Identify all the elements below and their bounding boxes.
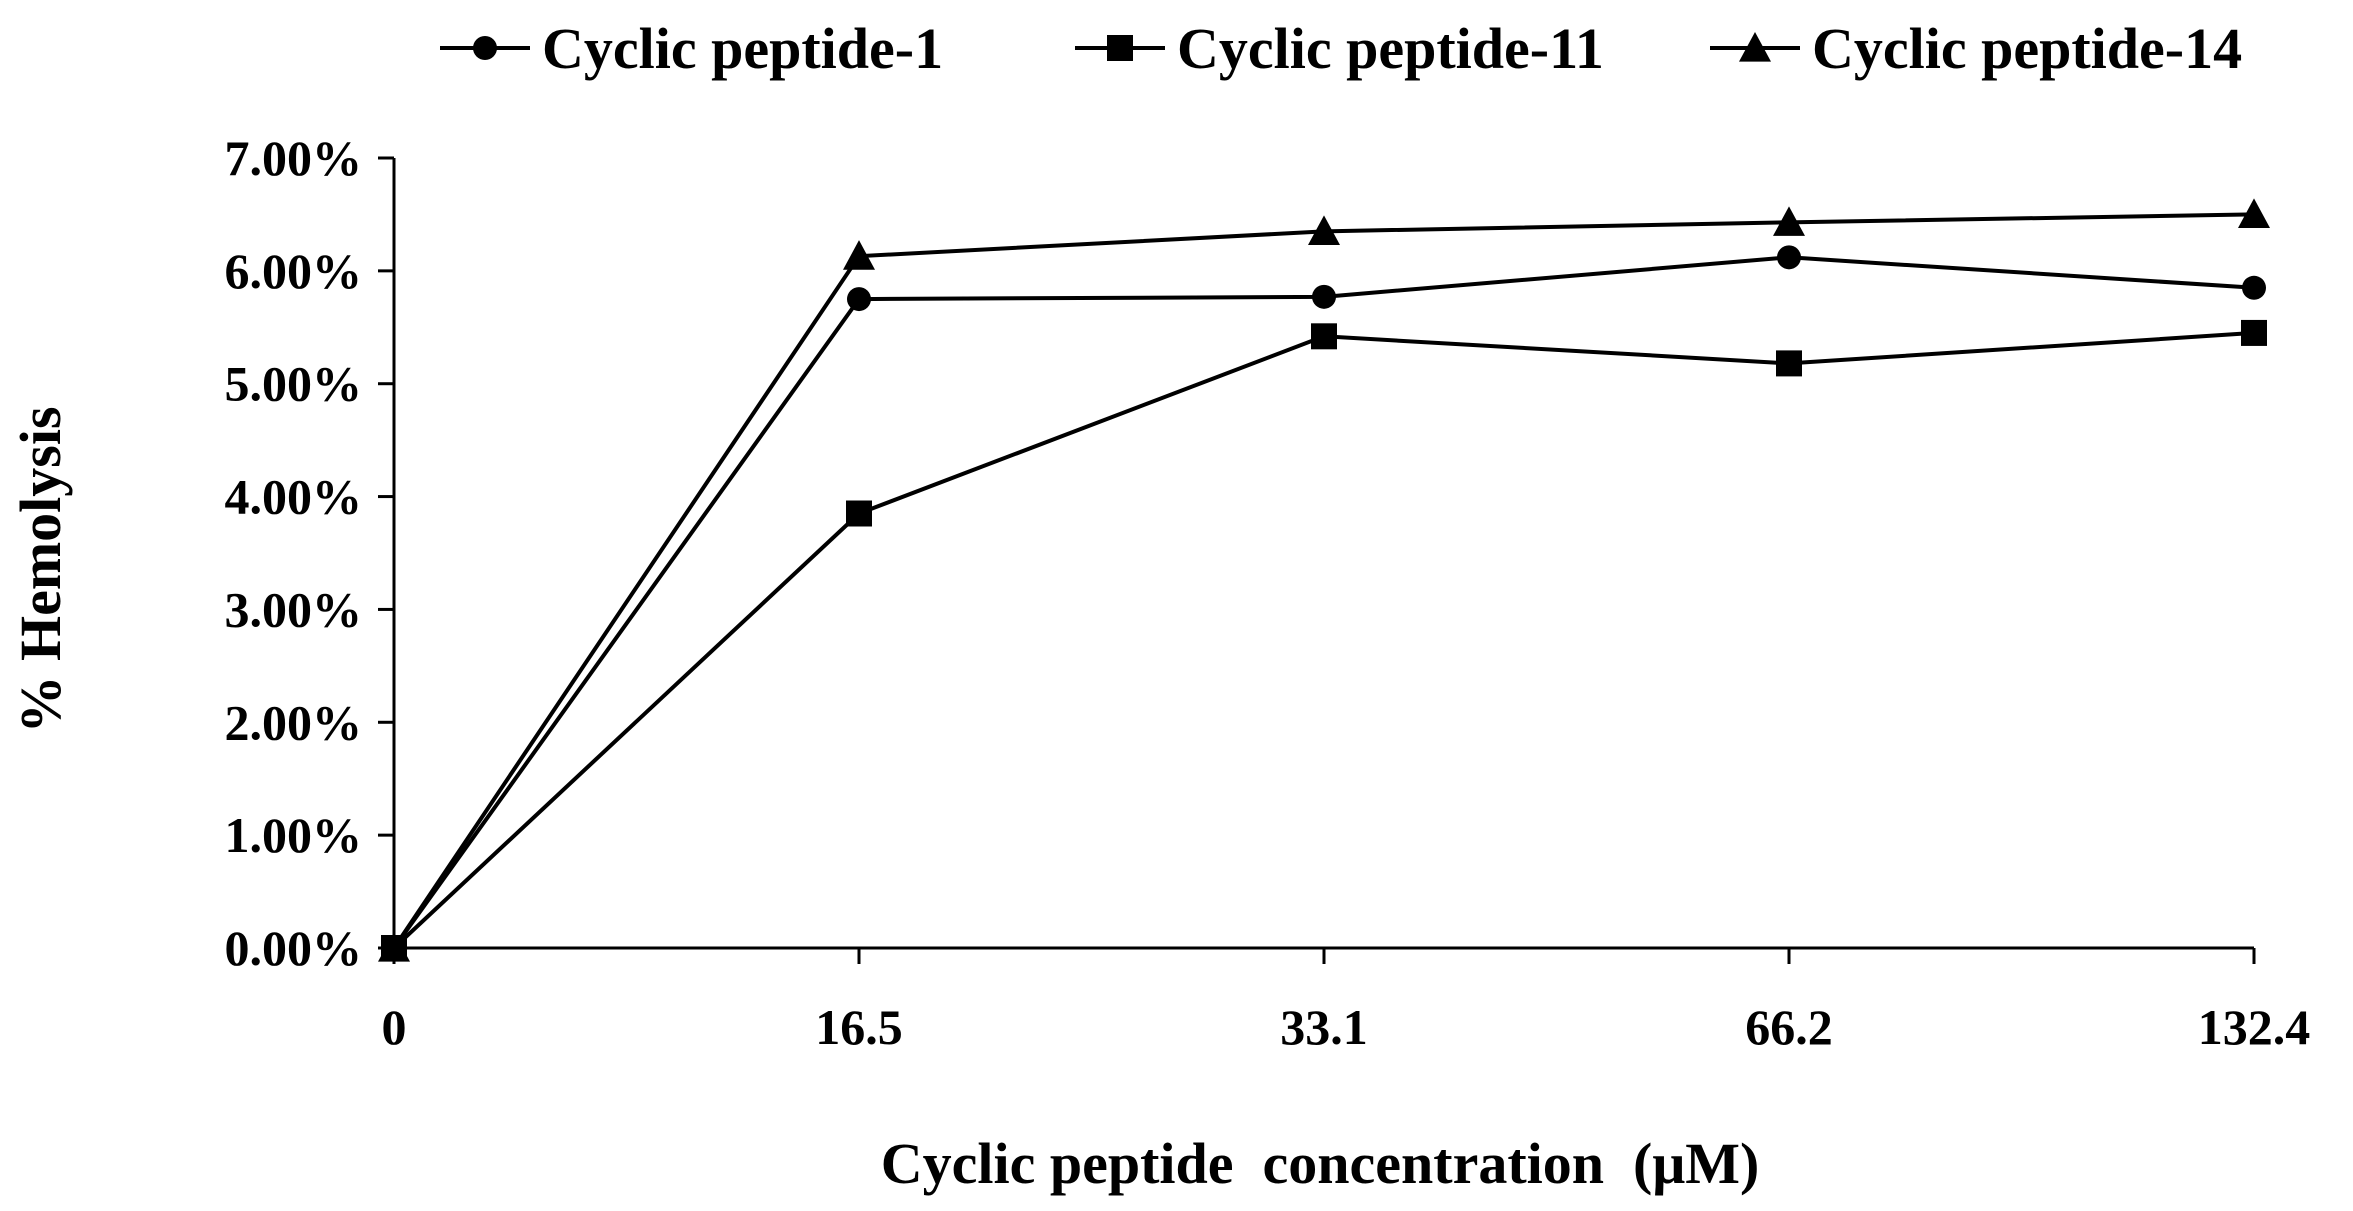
data-point [378,932,410,962]
series-2 [381,319,2267,961]
y-tick-label: 6.00% [225,243,363,299]
y-tick-label: 2.00% [225,694,363,750]
legend: Cyclic peptide-1 Cyclic peptide-11 Cyclic … [440,16,2242,81]
y-tick-label: 3.00% [225,581,363,637]
legend-label: Cyclic peptide-1 [542,16,943,81]
legend-label: Cyclic peptide-11 [1177,16,1604,81]
series-line [392,330,2255,950]
data-point [1773,206,1805,236]
data-point [2242,275,2266,300]
data-point [1311,323,1337,350]
x-tick-label: 0 [382,999,407,1055]
y-tick-label: 4.00% [225,469,363,525]
x-tick-label: 16.5 [815,999,903,1055]
y-tick-label: 0.00% [225,920,363,976]
data-point [1777,245,1801,270]
y-tick-label: 1.00% [225,807,363,863]
data-point [843,240,875,270]
data-point [1308,215,1340,245]
data-point [2238,198,2270,229]
data-point [1776,350,1802,377]
x-tick-label: 33.1 [1280,999,1368,1055]
legend-marker-square [1107,35,1133,61]
legend-label: Cyclic peptide-14 [1812,16,2242,81]
series-line [392,255,2255,950]
y-axis-title: % Hemolysis [8,406,73,733]
legend-marker-triangle [1739,32,1771,62]
legend-marker-circle [473,36,497,60]
series-3 [378,198,2270,962]
legend-item-2: Cyclic peptide-11 [1075,16,1604,81]
data-point [846,500,872,527]
y-tick-label: 5.00% [225,356,363,412]
x-axis-title: Cyclic peptide concentration (μM) [881,1131,1760,1196]
data-point [1312,284,1336,309]
y-tick-label: 7.00% [225,130,363,186]
x-tick-label: 66.2 [1745,999,1833,1055]
data-point [2241,319,2267,346]
series-layer [378,198,2270,962]
legend-item-3: Cyclic peptide-14 [1710,16,2242,81]
axes: 0.00% 1.00% 2.00% 3.00% 4.00% 5.00% 6.00% 7.00%… [225,130,2311,1055]
x-tick-label: 132.4 [2198,999,2311,1055]
data-point [847,287,871,312]
legend-item-1: Cyclic peptide-1 [440,16,943,81]
